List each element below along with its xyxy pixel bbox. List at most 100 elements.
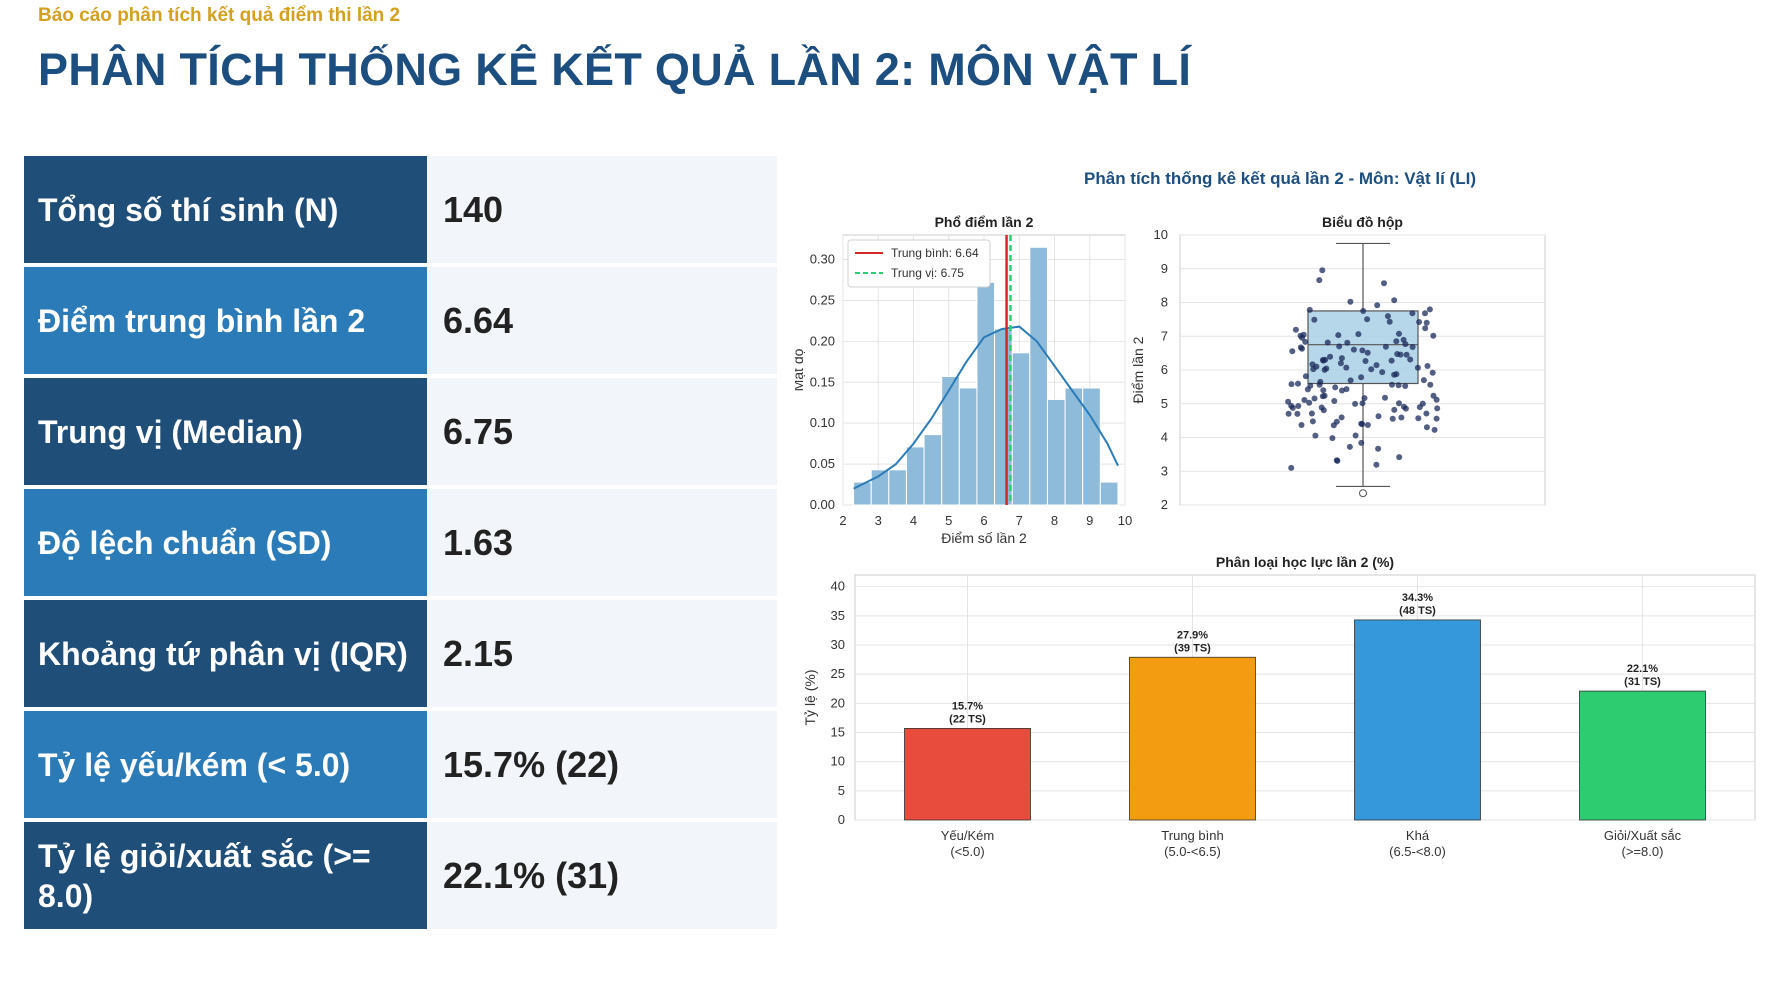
hist-legend-box	[847, 239, 991, 288]
hist-ytick-label: 0.10	[810, 415, 835, 430]
box-data-point	[1424, 363, 1431, 369]
class-bar-count-label: (22 TS)	[949, 713, 986, 725]
box-data-point	[1423, 319, 1430, 326]
box-data-point	[1388, 357, 1395, 364]
class-ytick-label: 10	[831, 754, 845, 769]
box-data-point	[1403, 351, 1410, 358]
class-ytick-label: 40	[831, 579, 845, 594]
hist-bar	[905, 446, 925, 506]
charts-canvas: 2 3 4 5 6 7 8 9 10 0.00 0.05 0.10 0.15 0.20 0.25 0.30 Tr…	[790, 214, 1756, 859]
box-data-point	[1419, 400, 1426, 407]
box-data-point	[1346, 443, 1353, 450]
box-data-point	[1347, 298, 1354, 305]
hist-bar	[1064, 387, 1084, 506]
box-data-point	[1350, 346, 1357, 353]
class-bar	[904, 728, 1031, 821]
class-ytick-label: 30	[831, 637, 845, 652]
box-data-point	[1407, 356, 1414, 363]
stat-value: 15.7% (22)	[427, 711, 777, 818]
box-data-point	[1327, 353, 1334, 360]
box-data-point	[1416, 319, 1423, 325]
class-bar	[1354, 619, 1481, 821]
box-data-point	[1320, 407, 1327, 414]
box-data-point	[1364, 349, 1371, 356]
hist-bar	[976, 281, 996, 506]
box-ytick-label: 5	[1161, 396, 1168, 411]
box-data-point	[1323, 365, 1330, 372]
class-title: Phân loại học lực lần 2 (%)	[1216, 554, 1394, 570]
box-outlier	[1359, 489, 1367, 498]
box-data-point	[1332, 384, 1339, 391]
box-data-point	[1393, 338, 1400, 345]
box-data-point	[1426, 306, 1433, 313]
stat-row-median: Trung vị (Median) 6.75	[24, 378, 777, 485]
box-data-point	[1294, 410, 1301, 417]
hist-xtick-label: 3	[875, 513, 882, 528]
box-data-point	[1423, 424, 1430, 431]
hist-bar	[1011, 352, 1031, 506]
box-data-point	[1299, 334, 1306, 341]
class-ytick-label: 5	[838, 783, 845, 798]
box-data-point	[1295, 403, 1302, 409]
box-data-point	[1355, 331, 1362, 338]
box-data-point	[1434, 405, 1441, 412]
box-data-point	[1302, 338, 1309, 345]
box-data-point	[1320, 387, 1327, 394]
box-data-point	[1379, 369, 1386, 376]
class-xtick-label: Khá	[1406, 828, 1430, 843]
stat-label: Độ lệch chuẩn (SD)	[24, 489, 427, 596]
box-ytick-label: 4	[1161, 430, 1168, 445]
box-data-point	[1402, 383, 1409, 389]
stat-value: 2.15	[427, 600, 777, 707]
box-data-point	[1316, 277, 1323, 284]
box-data-point	[1431, 426, 1438, 433]
box-data-point	[1359, 421, 1366, 428]
box-data-point	[1402, 405, 1409, 412]
class-xtick-sublabel: (>=8.0)	[1622, 844, 1664, 859]
stats-table: Tổng số thí sinh (N) 140 Điểm trung bình…	[24, 156, 777, 933]
box-data-point	[1358, 374, 1365, 381]
box-data-point	[1382, 343, 1389, 350]
hist-bar	[1099, 481, 1119, 506]
box-data-point	[1352, 432, 1359, 439]
hist-bar	[1029, 246, 1048, 506]
box-data-point	[1289, 348, 1296, 355]
hist-bar	[1046, 398, 1066, 506]
figure-title: Phân tích thống kê kết quả lần 2 - Môn: …	[1084, 169, 1476, 188]
hist-xtick-label: 5	[945, 513, 952, 528]
box-data-point	[1360, 308, 1367, 314]
box-data-point	[1319, 393, 1326, 400]
class-xtick-label: Yếu/Kém	[941, 828, 994, 843]
box-data-point	[1364, 316, 1371, 323]
class-xtick-sublabel: (5.0-<6.5)	[1164, 844, 1221, 859]
box-data-point	[1373, 362, 1380, 369]
box-data-point	[1324, 339, 1331, 346]
stat-label: Tỷ lệ yếu/kém (< 5.0)	[24, 711, 427, 818]
box-data-point	[1395, 382, 1402, 389]
hist-xtick-label: 6	[980, 513, 987, 528]
hist-xtick-label: 9	[1086, 513, 1093, 528]
box-data-point	[1389, 415, 1396, 422]
hist-bar	[888, 469, 907, 506]
box-data-point	[1381, 280, 1387, 287]
box-title: Biểu đồ hộp	[1322, 214, 1403, 230]
hist-kde-line	[853, 325, 1119, 490]
box-data-point	[1343, 386, 1350, 393]
box-data-point	[1322, 356, 1329, 363]
box-data-point	[1338, 414, 1345, 421]
box-ytick-label: 6	[1161, 362, 1168, 377]
stat-row-iqr: Khoảng tứ phân vị (IQR) 2.15	[24, 600, 777, 707]
box-data-point	[1334, 457, 1341, 464]
box-data-point	[1299, 345, 1305, 352]
box-data-point	[1309, 418, 1316, 425]
box-data-point	[1337, 360, 1344, 367]
hist-xtick-label: 8	[1051, 513, 1058, 528]
class-bar-count-label: (31 TS)	[1624, 676, 1661, 688]
box-data-point	[1391, 406, 1398, 413]
report-subtitle: Báo cáo phân tích kết quả điểm thi lần 2	[38, 5, 401, 26]
box-data-point	[1298, 422, 1305, 428]
box-data-point	[1285, 410, 1292, 417]
class-bar-pct-label: 22.1%	[1627, 663, 1658, 675]
box-data-point	[1302, 373, 1309, 380]
hist-title: Phổ điểm lần 2	[935, 214, 1034, 230]
